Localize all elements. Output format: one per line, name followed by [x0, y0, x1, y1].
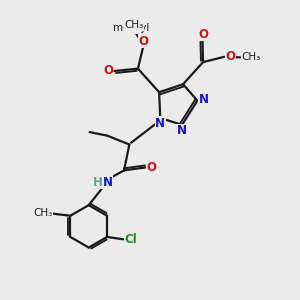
- Text: O: O: [198, 28, 208, 40]
- Text: H: H: [93, 176, 103, 189]
- Text: CH₃: CH₃: [242, 52, 261, 62]
- Text: Cl: Cl: [124, 233, 137, 246]
- Text: N: N: [199, 93, 209, 106]
- Text: N: N: [177, 124, 187, 137]
- Text: O: O: [147, 161, 157, 174]
- Text: CH₃: CH₃: [33, 208, 52, 218]
- Text: O: O: [103, 64, 113, 76]
- Text: N: N: [103, 176, 112, 189]
- Text: O: O: [226, 50, 236, 63]
- Text: CH₃: CH₃: [124, 20, 143, 30]
- Text: O: O: [138, 35, 148, 48]
- Text: N: N: [155, 117, 165, 130]
- Text: methyl: methyl: [113, 23, 149, 33]
